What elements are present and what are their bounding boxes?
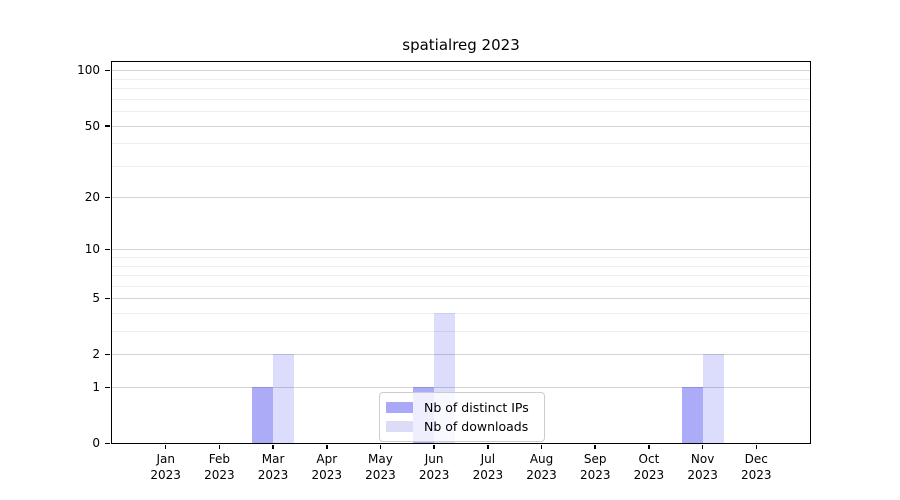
legend-swatch-downloads-icon: [386, 421, 413, 432]
gridline-minor: [112, 98, 810, 100]
y-tick-mark: [105, 248, 110, 251]
x-tick-label: Jun 2023: [418, 452, 450, 482]
x-tick-mark: [164, 444, 167, 449]
x-tick-label: Dec 2023: [741, 452, 772, 482]
gridline-major: [112, 354, 810, 356]
gridline-minor: [112, 257, 810, 259]
gridline-minor: [112, 88, 810, 90]
bar-nov-downloads: [702, 354, 724, 443]
x-tick-label: Aug 2023: [526, 452, 557, 482]
legend-swatch-distinct-ips-icon: [386, 402, 413, 413]
gridline-minor: [112, 285, 810, 287]
x-tick-mark: [379, 444, 382, 449]
x-tick-mark: [755, 444, 758, 449]
x-tick-label: Oct 2023: [633, 452, 665, 482]
y-tick-label: 1: [92, 380, 100, 395]
legend-item-downloads: Nb of downloads: [386, 417, 538, 436]
x-tick-mark: [648, 444, 650, 449]
y-tick-mark: [105, 125, 110, 127]
x-tick-mark: [594, 444, 596, 449]
y-tick-mark: [105, 297, 110, 300]
gridline-minor: [112, 313, 810, 315]
y-tick-mark: [105, 442, 110, 444]
gridline-minor: [112, 111, 810, 113]
gridline-minor: [112, 143, 810, 145]
bar-nov-distinct-ips: [681, 387, 703, 443]
legend-item-distinct-ips: Nb of distinct IPs: [386, 398, 538, 417]
bar-mar-distinct-ips: [252, 387, 274, 443]
x-tick-label: Apr 2023: [311, 452, 343, 482]
x-tick-label: Mar 2023: [257, 452, 289, 482]
plot-area: [112, 62, 810, 443]
y-tick-label: 2: [92, 347, 100, 362]
x-tick-mark: [218, 444, 221, 449]
bar-mar-downloads: [273, 354, 295, 443]
x-tick-mark: [433, 444, 435, 449]
gridline-major: [112, 298, 810, 300]
x-tick-mark: [540, 444, 543, 449]
y-tick-label: 10: [84, 242, 100, 257]
x-tick-label: May 2023: [365, 452, 396, 482]
y-tick-label: 0: [92, 436, 100, 450]
gridline-minor: [112, 78, 810, 80]
x-tick-label: Sep 2023: [579, 452, 611, 482]
y-tick-label: 5: [92, 291, 100, 306]
y-tick-label: 20: [84, 190, 100, 205]
y-tick-label: 50: [84, 118, 100, 133]
x-tick-mark: [701, 444, 704, 449]
gridline-major: [112, 70, 810, 72]
x-tick-mark: [272, 444, 274, 449]
chart-title: spatialreg 2023: [402, 36, 520, 54]
gridline-major: [112, 249, 810, 251]
legend-label-distinct-ips: Nb of distinct IPs: [424, 400, 529, 415]
gridline-major: [112, 387, 810, 389]
y-tick-mark: [105, 196, 110, 199]
gridline-minor: [112, 265, 810, 267]
x-tick-mark: [326, 444, 328, 449]
x-tick-label: Jan 2023: [150, 452, 181, 482]
y-tick-mark: [105, 69, 110, 72]
gridline-minor: [112, 275, 810, 277]
gridline-minor: [112, 331, 810, 333]
x-tick-label: Feb 2023: [204, 452, 235, 482]
x-tick-label: Jul 2023: [472, 452, 504, 482]
y-tick-mark: [105, 386, 110, 389]
x-tick-label: Nov 2023: [687, 452, 718, 482]
gridline-minor: [112, 165, 810, 167]
y-tick-mark: [105, 353, 110, 356]
gridline-major: [112, 125, 810, 127]
x-tick-mark: [487, 444, 489, 449]
y-tick-label: 100: [77, 63, 100, 78]
gridline-major: [112, 197, 810, 199]
legend: Nb of distinct IPs Nb of downloads: [379, 392, 545, 442]
legend-label-downloads: Nb of downloads: [424, 419, 529, 434]
